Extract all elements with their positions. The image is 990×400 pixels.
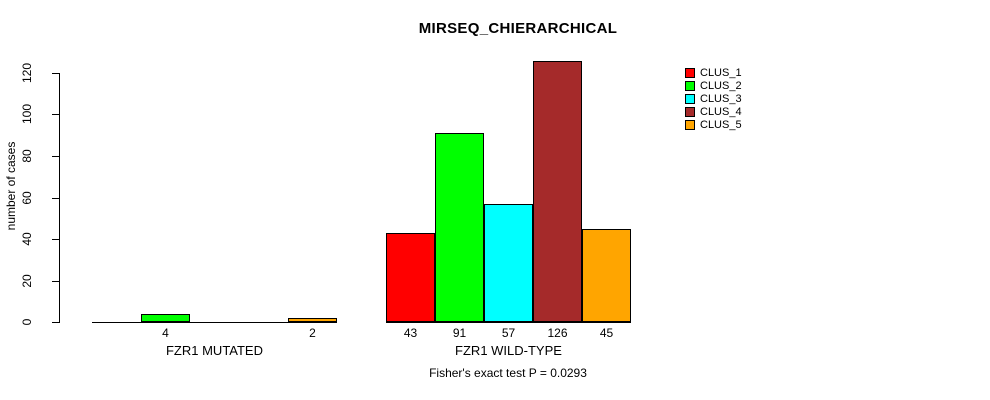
y-axis-tick-label: 0 — [20, 318, 34, 326]
y-axis-tick — [52, 239, 59, 240]
legend-item: CLUS_2 — [685, 79, 742, 92]
bar-value-label: 43 — [403, 326, 418, 340]
y-axis-tick — [52, 198, 59, 199]
legend-label: CLUS_1 — [700, 66, 742, 79]
legend-swatch-clus_5 — [685, 119, 695, 130]
bar-clus_5-group2 — [582, 229, 631, 322]
annotation-fisher-test: Fisher's exact test P = 0.0293 — [429, 366, 587, 380]
legend-label: CLUS_5 — [700, 118, 742, 131]
legend-swatch-clus_3 — [685, 93, 695, 104]
legend: CLUS_1 CLUS_2 CLUS_3 CLUS_4 CLUS_5 — [685, 66, 742, 131]
bar-value-label: 57 — [501, 326, 516, 340]
x-category-label: FZR1 MUTATED — [165, 343, 263, 358]
y-axis-label: number of cases — [4, 141, 18, 231]
x-category-label: FZR1 WILD-TYPE — [455, 343, 562, 358]
legend-swatch-clus_4 — [685, 106, 695, 117]
y-axis-tick — [52, 281, 59, 282]
legend-label: CLUS_3 — [700, 92, 742, 105]
y-axis-tick-label: 80 — [20, 149, 34, 163]
bar-value-label: 126 — [547, 326, 568, 340]
bar-clus_2-group2 — [435, 133, 484, 322]
y-axis-tick-label: 60 — [20, 191, 34, 205]
bar-clus_4-group2 — [533, 61, 582, 322]
y-axis-tick — [52, 322, 59, 323]
bar-clus_3-group2 — [484, 204, 533, 322]
y-axis-tick — [52, 114, 59, 115]
legend-item: CLUS_3 — [685, 92, 742, 105]
bar-value-label: 2 — [309, 326, 316, 340]
legend-item: CLUS_5 — [685, 118, 742, 131]
bar-value-label: 4 — [162, 326, 169, 340]
bar-value-label: 45 — [599, 326, 614, 340]
y-axis-tick — [52, 156, 59, 157]
y-axis-tick-label: 120 — [20, 62, 34, 84]
legend-item: CLUS_4 — [685, 105, 742, 118]
bar-value-label: 91 — [452, 326, 467, 340]
bar-clus_2-group1 — [141, 314, 190, 322]
y-axis-tick — [52, 73, 59, 74]
y-axis-tick-label: 100 — [20, 103, 34, 125]
bar-clus_1-group2 — [386, 233, 435, 322]
chart-title: MIRSEQ_CHIERARCHICAL — [418, 20, 618, 37]
legend-swatch-clus_2 — [685, 80, 695, 91]
legend-swatch-clus_1 — [685, 67, 695, 78]
y-axis-tick-label: 40 — [20, 232, 34, 246]
y-axis-line — [59, 73, 60, 323]
legend-item: CLUS_1 — [685, 66, 742, 79]
legend-label: CLUS_4 — [700, 105, 742, 118]
bar-clus_5-group1 — [288, 318, 337, 322]
legend-label: CLUS_2 — [700, 79, 742, 92]
x-axis-baseline — [386, 322, 631, 323]
y-axis-tick-label: 20 — [20, 274, 34, 288]
x-axis-baseline — [92, 322, 337, 323]
